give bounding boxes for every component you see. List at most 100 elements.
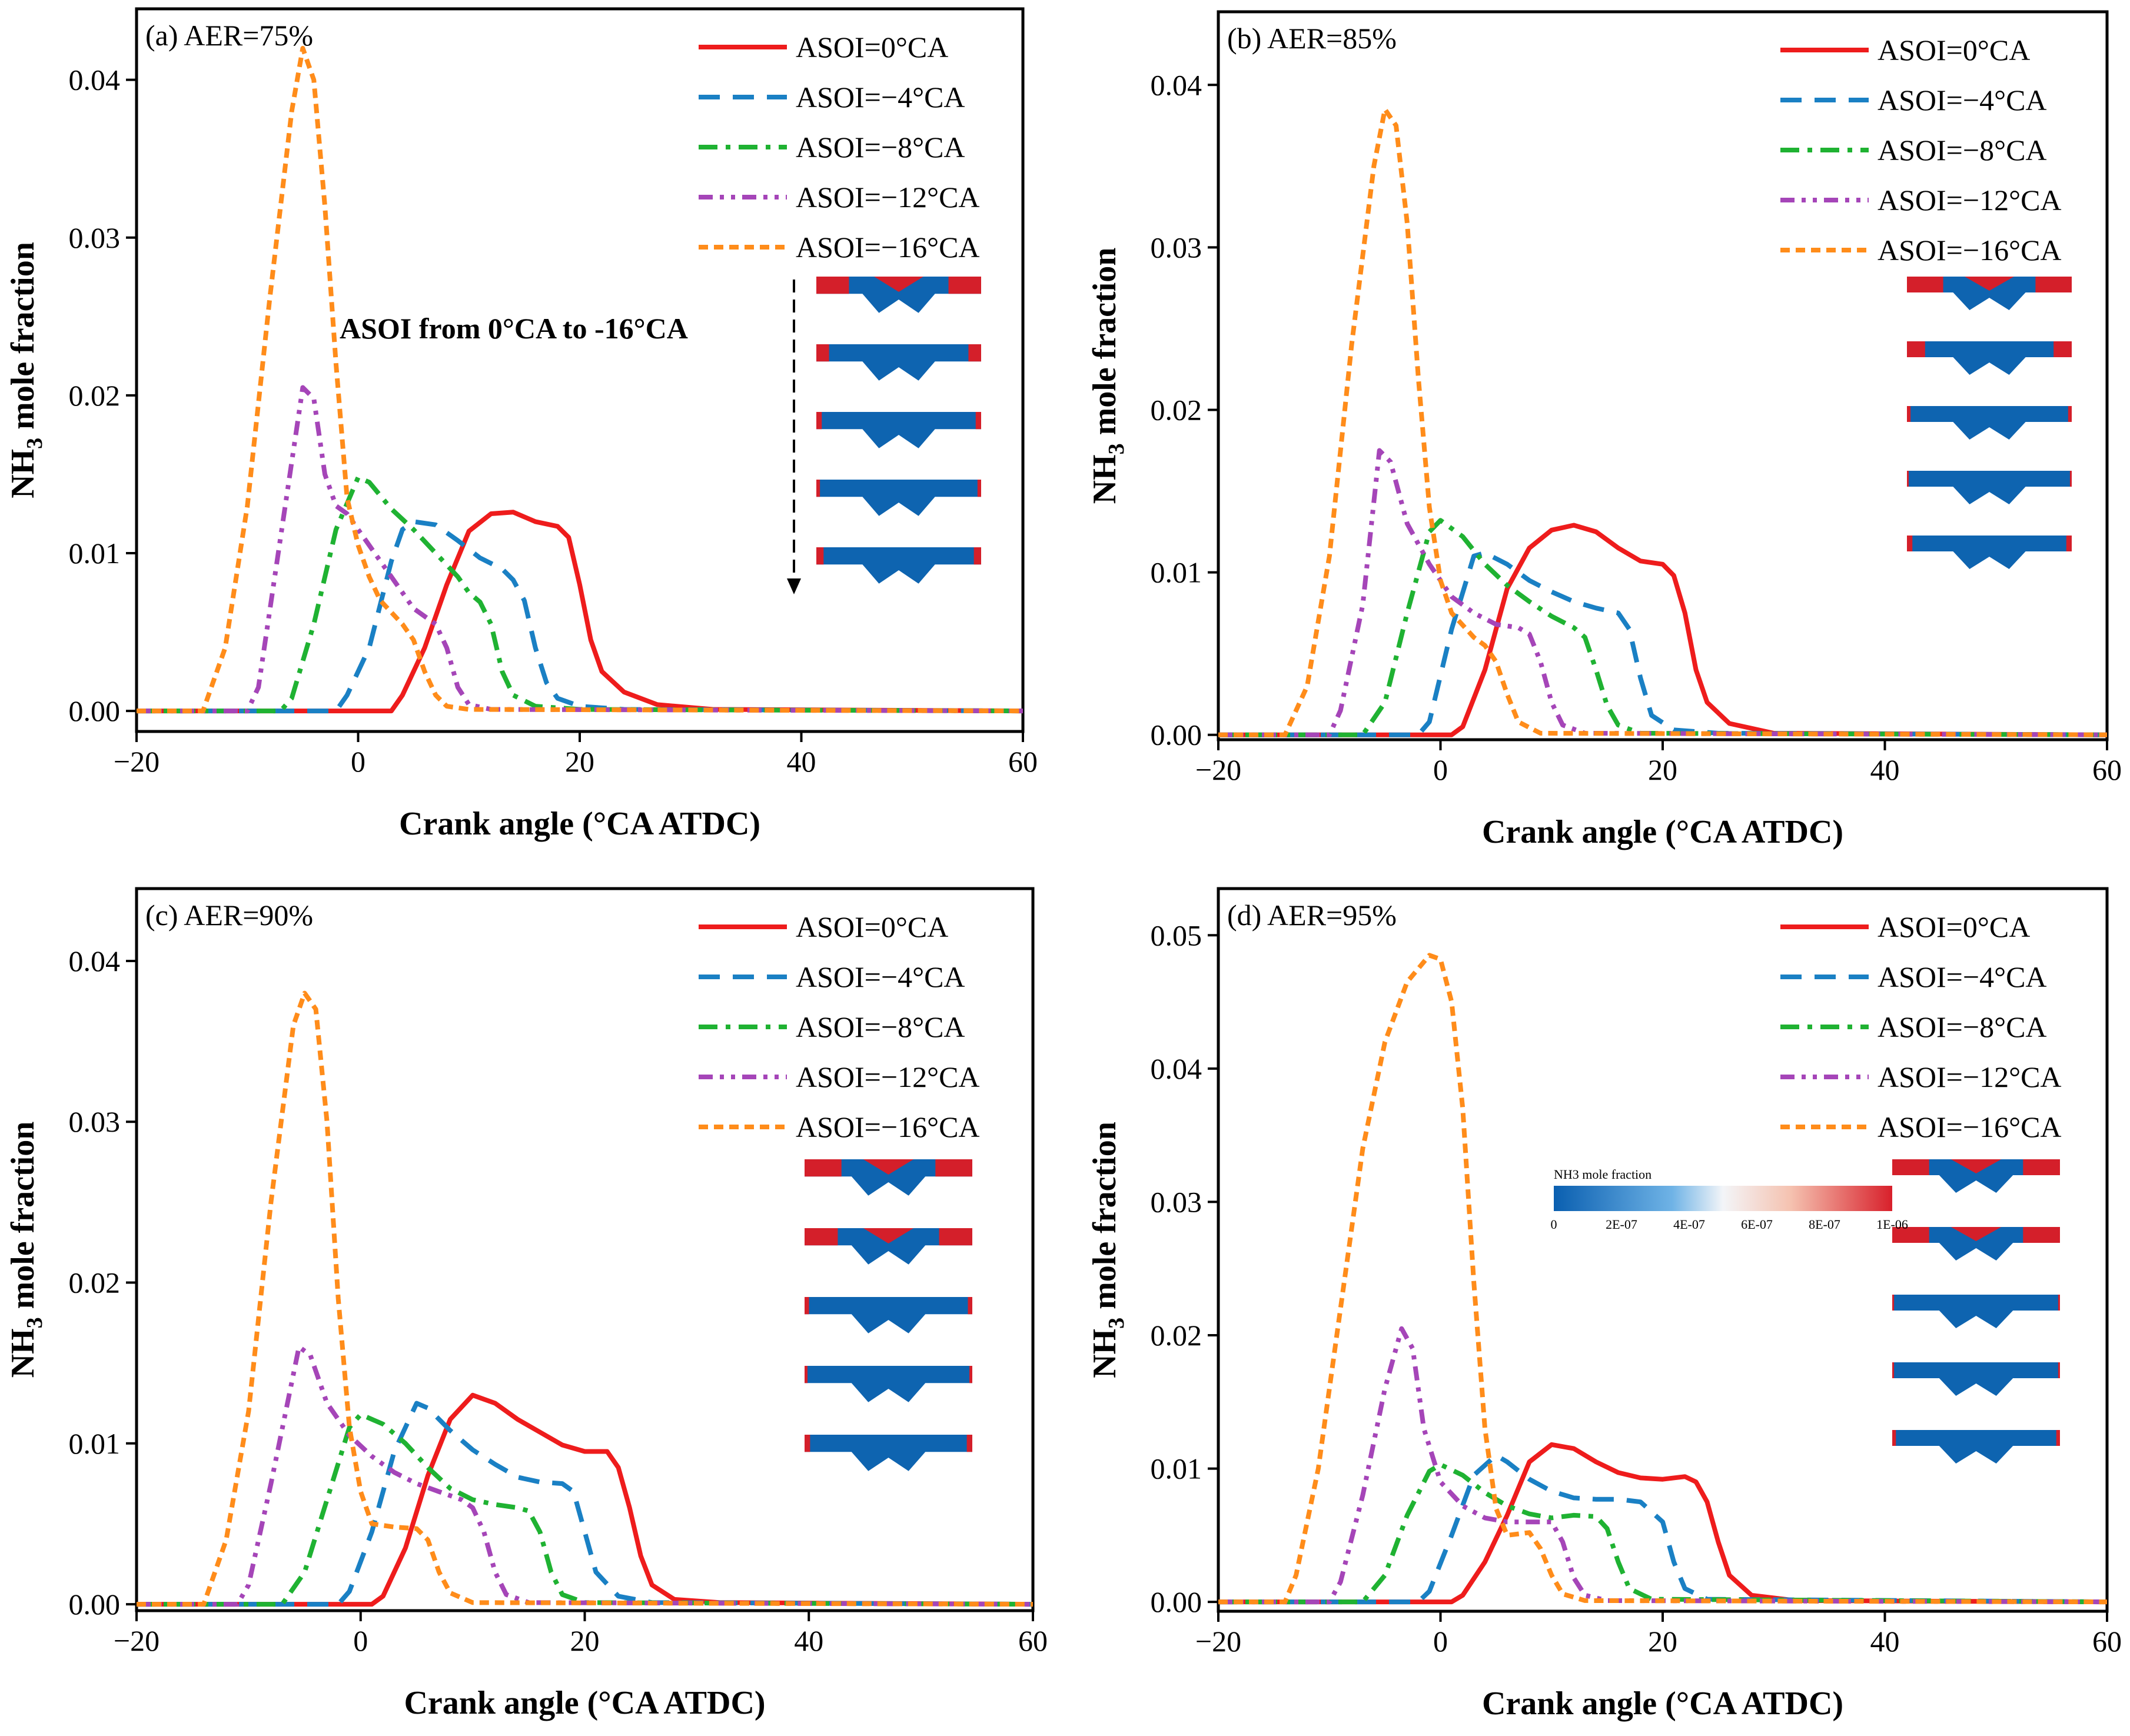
colorbar-tick-label: 2E-07 [1606,1217,1637,1232]
contour-hot-right [2069,471,2072,487]
y-tick-label: 0.04 [69,64,121,97]
contour-snapshot [816,480,981,516]
x-axis-title: Crank angle (°CA ATDC) [399,806,760,842]
x-tick-label: 0 [1433,753,1448,786]
y-tick-label: 0.01 [69,537,121,570]
series-line-asoi-m4 [137,1401,1033,1607]
x-tick-label: 40 [1870,1625,1900,1658]
contour-hot-center [1950,1227,2002,1241]
contour-hot-right [939,1228,972,1246]
contour-hot-left [1892,1362,1895,1378]
contour-hot-right [975,412,981,430]
chart-panel-d: −20 0 20 40 60 0.00 0.01 0.02 0.03 0.04 0.05 Crank … [1086,887,2122,1722]
y-tick-label: 0.02 [1151,393,1202,426]
y-tick-label: 0.04 [69,945,121,977]
contour-hot-right [2023,1227,2060,1243]
contour-hot-left [816,480,820,497]
legend-label: ASOI=−4°CA [796,81,965,114]
contour-body [1892,1227,2060,1261]
x-tick-label: 20 [1648,1625,1677,1658]
series-group [1218,953,2107,1605]
x-tick-label: 40 [794,1624,823,1657]
contour-snapshot [1907,536,2072,569]
plot-frame [1217,887,2109,1613]
x-tick-label: 0 [351,745,365,778]
contour-body [805,1228,972,1265]
contour-body [1892,1159,2060,1193]
y-axis-title-main: NH [5,449,41,498]
series-line-asoi-m12 [137,1344,1033,1607]
contour-hot-left [816,547,824,565]
contour-hot-left [1892,1295,1895,1311]
series-line-asoi-0 [1218,523,2107,737]
y-axis-title-subscript: 3 [1104,1318,1129,1329]
contour-snapshot [805,1297,972,1333]
legend-label: ASOI=−8°CA [796,131,965,164]
contour-hot-center [1965,277,2014,291]
contour-hot-right [2068,406,2072,422]
contour-body [805,1435,972,1471]
y-axis-title-main: NH [5,1328,41,1378]
contour-hot-center [1950,1159,2002,1173]
contour-hot-left [816,344,829,362]
legend-label: ASOI=−12°CA [1878,1060,2062,1093]
contour-hot-left [1907,341,1925,357]
contour-hot-left [1907,471,1909,487]
contour-snapshot [805,1435,972,1471]
contour-hot-left [805,1366,808,1384]
colorbar-tick-label: 6E-07 [1741,1217,1773,1232]
contour-body [805,1366,972,1402]
legend-label: ASOI=0°CA [1878,34,2030,66]
legend-label: ASOI=−4°CA [796,960,965,993]
x-tick-label: 60 [2092,1625,2122,1658]
colorbar [1554,1186,1892,1211]
legend-label: ASOI=−4°CA [1878,84,2047,117]
y-axis-title-subscript: 3 [22,1317,47,1328]
contour-hot-right [968,1297,972,1315]
contour-hot-right [948,277,981,294]
contour-snapshot [816,344,981,381]
series-line-asoi-m16 [137,990,1033,1607]
contour-body [816,412,981,448]
y-axis-title-subscript: 3 [22,438,47,449]
x-tick-label: 40 [1870,753,1900,786]
contour-hot-right [2066,536,2072,551]
series-line-asoi-0 [137,510,1023,714]
contour-hot-right [968,344,981,362]
series-line-asoi-m4 [1218,550,2107,737]
legend-label: ASOI=−12°CA [796,181,980,214]
contour-snapshot [1892,1227,2060,1261]
y-axis-title: NH3 mole fraction [1086,248,1129,504]
contour-hot-right [2035,277,2072,292]
chart-panel-b: −20 0 20 40 60 0.00 0.01 0.02 0.03 0.04 Crank angl… [1086,10,2122,850]
annotation-text: ASOI from 0°CA to -16°CA [340,312,688,345]
contour-hot-left [805,1228,838,1246]
series-line-asoi-m8 [1218,518,2107,737]
y-tick-label: 0.03 [69,1105,121,1138]
contour-snapshot [1892,1159,2060,1193]
panel-title: (d) AER=95% [1227,899,1397,932]
contour-hot-right [966,1435,972,1452]
contour-body [1907,406,2072,440]
series-line-asoi-m16 [1218,107,2107,737]
contour-hot-left [1907,277,1943,292]
contour-hot-left [805,1159,842,1177]
x-axis-title: Crank angle (°CA ATDC) [1482,1685,1843,1722]
y-tick-label: 0.02 [1151,1319,1202,1352]
x-tick-label: −20 [114,745,159,778]
colorbar-tick-label: 1E-06 [1876,1217,1908,1232]
x-tick-label: 0 [353,1624,368,1657]
y-axis-title: NH3 mole fraction [5,242,47,498]
x-tick-label: −20 [1195,753,1241,786]
series-line-asoi-m4 [1218,1452,2107,1605]
y-tick-label: 0.03 [1151,1185,1202,1218]
legend-label: ASOI=−16°CA [796,1110,980,1143]
y-tick-label: 0.01 [69,1427,121,1460]
contour-snapshot [1907,341,2072,375]
contour-hot-left [816,412,822,430]
contour-body [816,344,981,381]
legend-label: ASOI=−16°CA [1878,234,2062,267]
x-tick-label: 60 [2092,753,2122,786]
series-line-asoi-m12 [137,385,1023,714]
y-tick-label: 0.04 [1151,1052,1202,1085]
